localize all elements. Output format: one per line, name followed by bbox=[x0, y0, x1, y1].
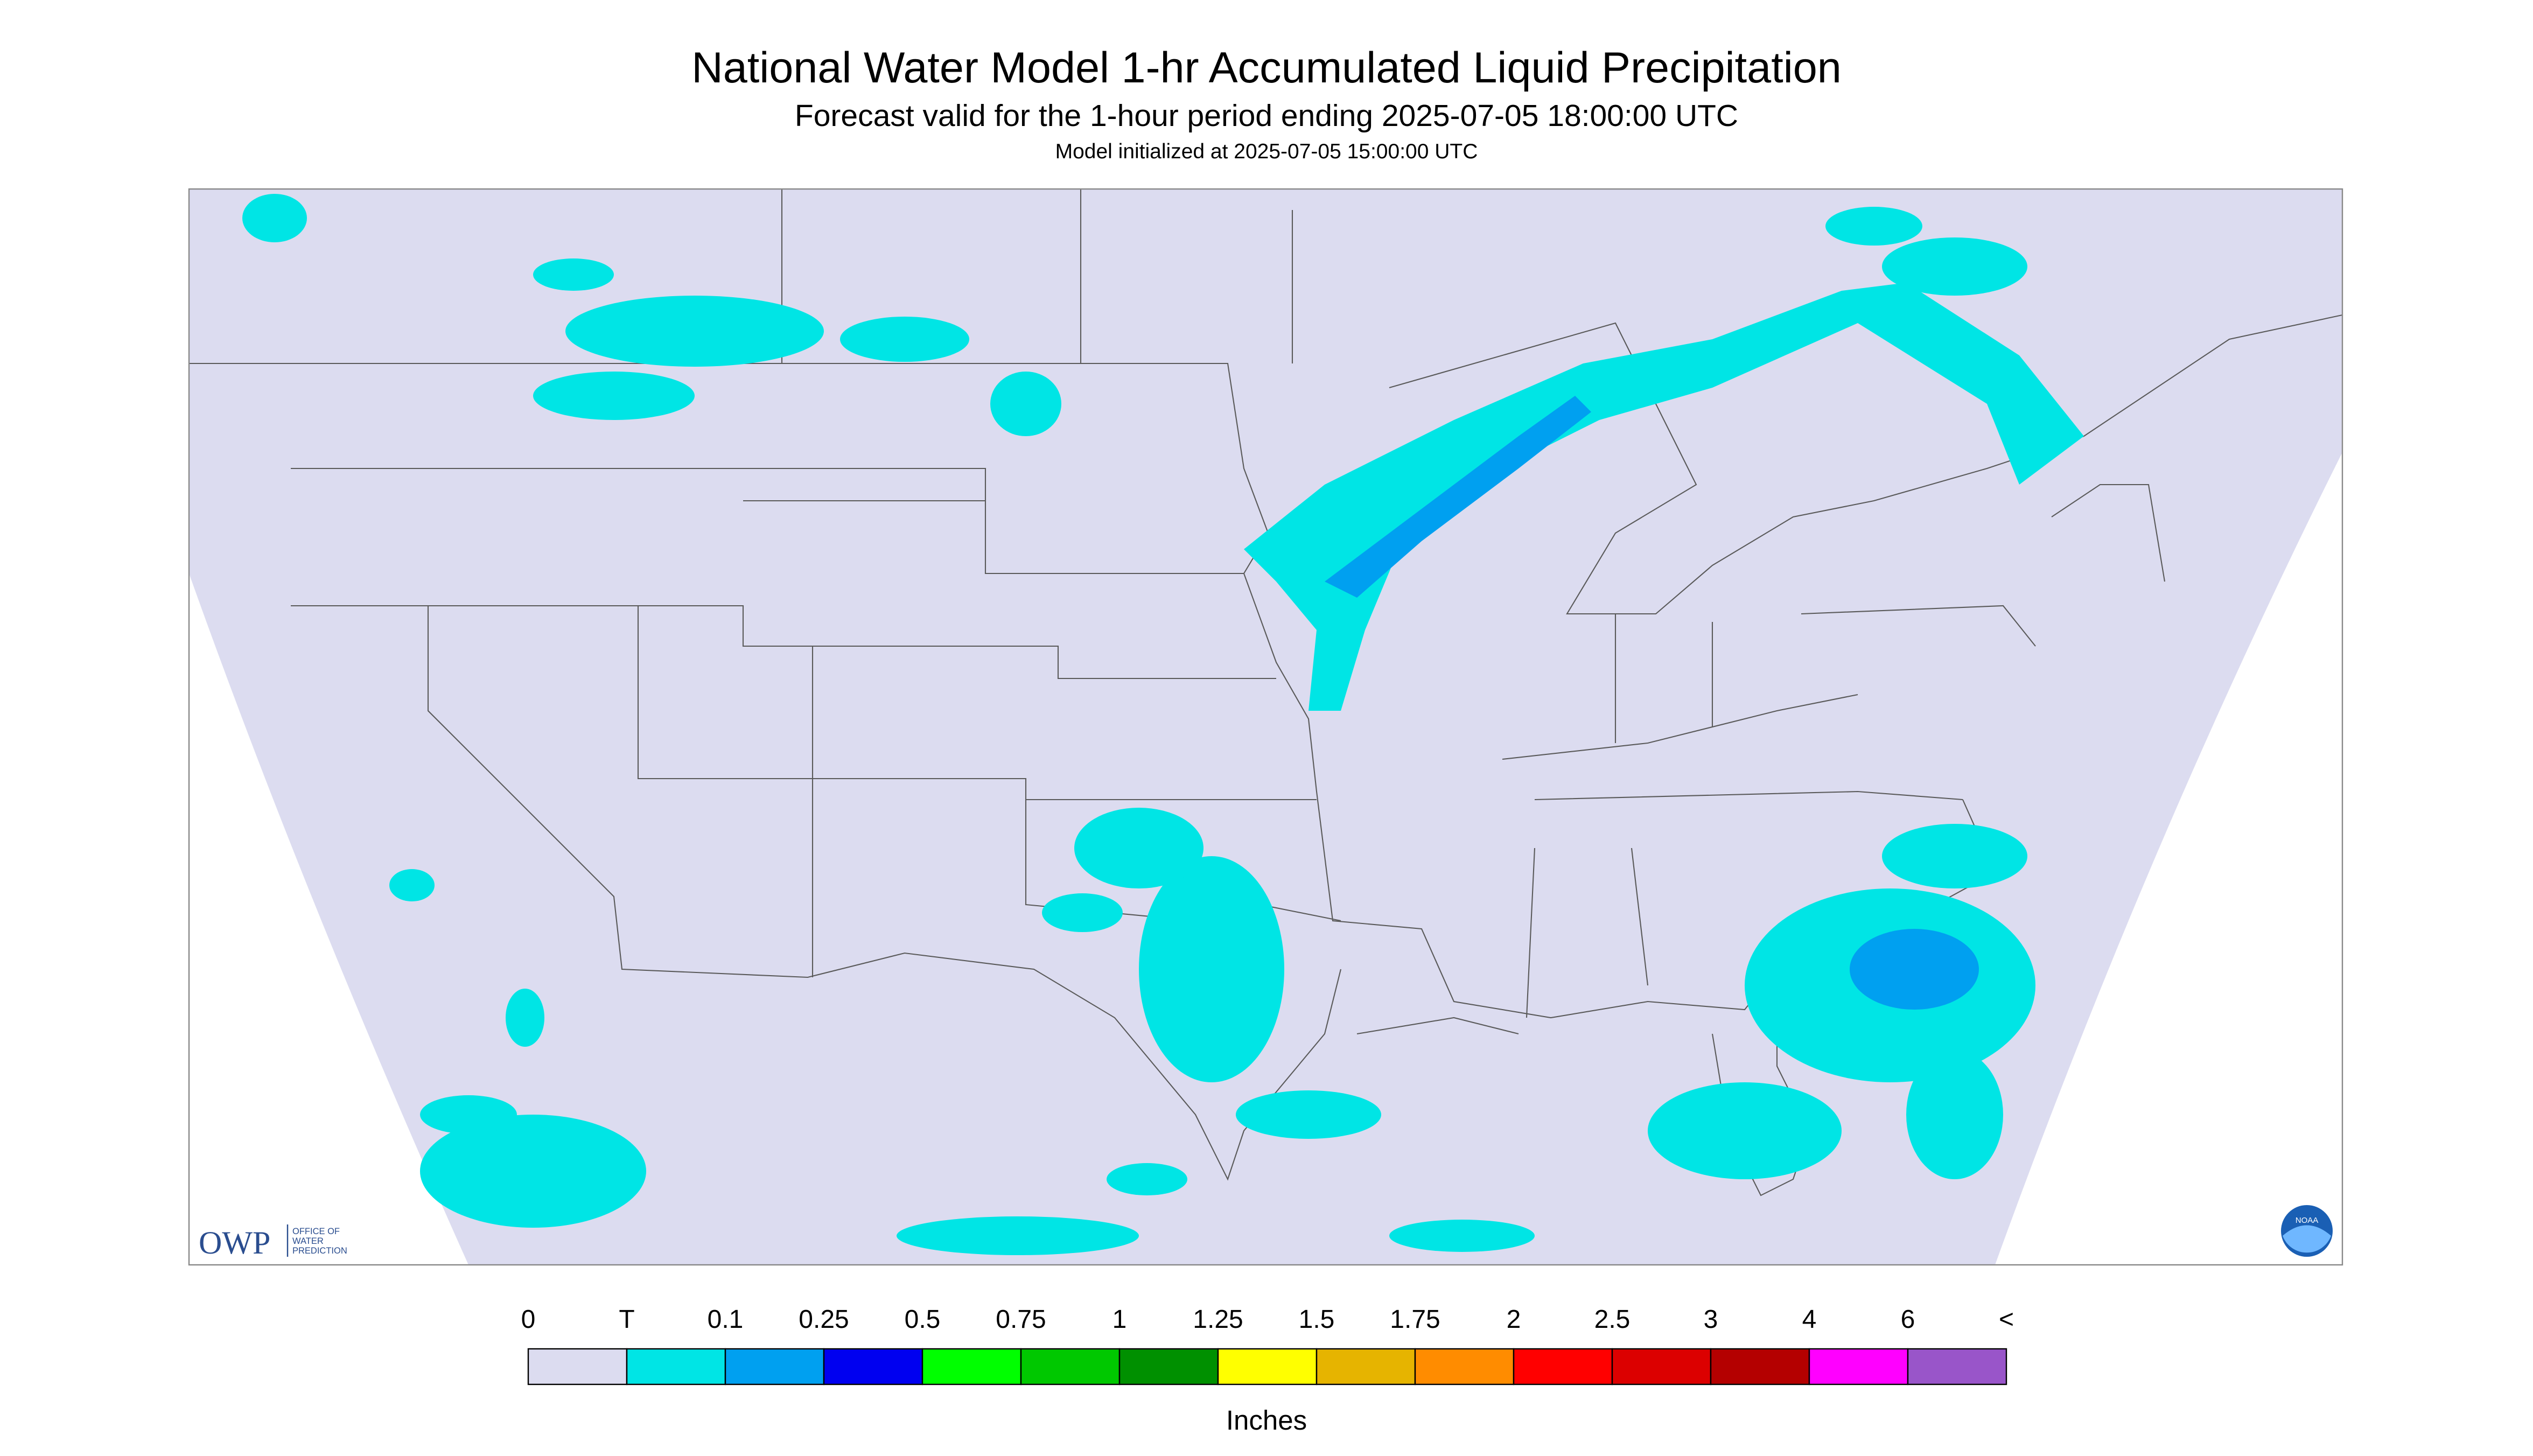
colorbar-label: T bbox=[619, 1305, 634, 1334]
noaa-wave bbox=[2283, 1225, 2331, 1253]
colorbar-unit: Inches bbox=[1226, 1405, 1307, 1436]
colorbar-label: 0.5 bbox=[905, 1305, 941, 1334]
precip-areas bbox=[242, 194, 2084, 1256]
colorbar-label: 1.75 bbox=[1390, 1305, 1440, 1334]
colorbar-label: 2 bbox=[1507, 1305, 1521, 1334]
init-time: Model initialized at 2025-07-05 15:00:00… bbox=[1055, 140, 1478, 163]
owp-line: PREDICTION bbox=[292, 1246, 347, 1256]
colorbar-label: 1 bbox=[1112, 1305, 1127, 1334]
colorbar-label: 1.5 bbox=[1299, 1305, 1335, 1334]
colorbar-box bbox=[1217, 1348, 1318, 1385]
colorbar-box bbox=[1513, 1348, 1613, 1385]
colorbar-box bbox=[626, 1348, 726, 1385]
owp-line: WATER bbox=[292, 1236, 324, 1246]
colorbar-label: 4 bbox=[1802, 1305, 1817, 1334]
colorbar-box bbox=[1611, 1348, 1712, 1385]
colorbar-box bbox=[921, 1348, 1022, 1385]
colorbar-label: 0.75 bbox=[996, 1305, 1046, 1334]
colorbar-box bbox=[1118, 1348, 1219, 1385]
colorbar-box bbox=[1710, 1348, 1810, 1385]
colorbar-box bbox=[1808, 1348, 1909, 1385]
map: OWP OFFICE OF WATER PREDICTION NOAA bbox=[188, 188, 2343, 1266]
title: National Water Model 1-hr Accumulated Li… bbox=[691, 44, 1842, 92]
owp-mark: OWP bbox=[199, 1225, 270, 1261]
colorbar-label: 2.5 bbox=[1594, 1305, 1631, 1334]
colorbar-label: 0 bbox=[521, 1305, 536, 1334]
colorbar-box bbox=[1907, 1348, 2007, 1385]
colorbar-label: 6 bbox=[1901, 1305, 1915, 1334]
map-frame bbox=[188, 188, 2343, 1266]
colorbar-label: 1.25 bbox=[1193, 1305, 1243, 1334]
noaa-text: NOAA bbox=[2296, 1216, 2319, 1225]
colorbar-box bbox=[1414, 1348, 1515, 1385]
colorbar-box bbox=[1020, 1348, 1121, 1385]
owp-logo: OWP OFFICE OF WATER PREDICTION bbox=[199, 1224, 347, 1261]
colorbar: 0 T 0.1 0.25 0.5 0.75 1 1.25 1.5 1.75 2 2.5 3 4 6 < bbox=[521, 1305, 2014, 1385]
colorbar-label: < bbox=[1999, 1305, 2014, 1334]
colorbar-box bbox=[724, 1348, 825, 1385]
colorbar-box bbox=[1316, 1348, 1416, 1385]
colorbar-label: 3 bbox=[1704, 1305, 1718, 1334]
colorbar-label: 0.25 bbox=[799, 1305, 849, 1334]
colorbar-box bbox=[823, 1348, 923, 1385]
subtitle: Forecast valid for the 1-hour period end… bbox=[795, 99, 1738, 133]
colorbar-label: 0.1 bbox=[708, 1305, 744, 1334]
owp-line: OFFICE OF bbox=[292, 1227, 340, 1236]
noaa-logo: NOAA bbox=[2281, 1205, 2333, 1257]
colorbar-box bbox=[527, 1348, 628, 1385]
